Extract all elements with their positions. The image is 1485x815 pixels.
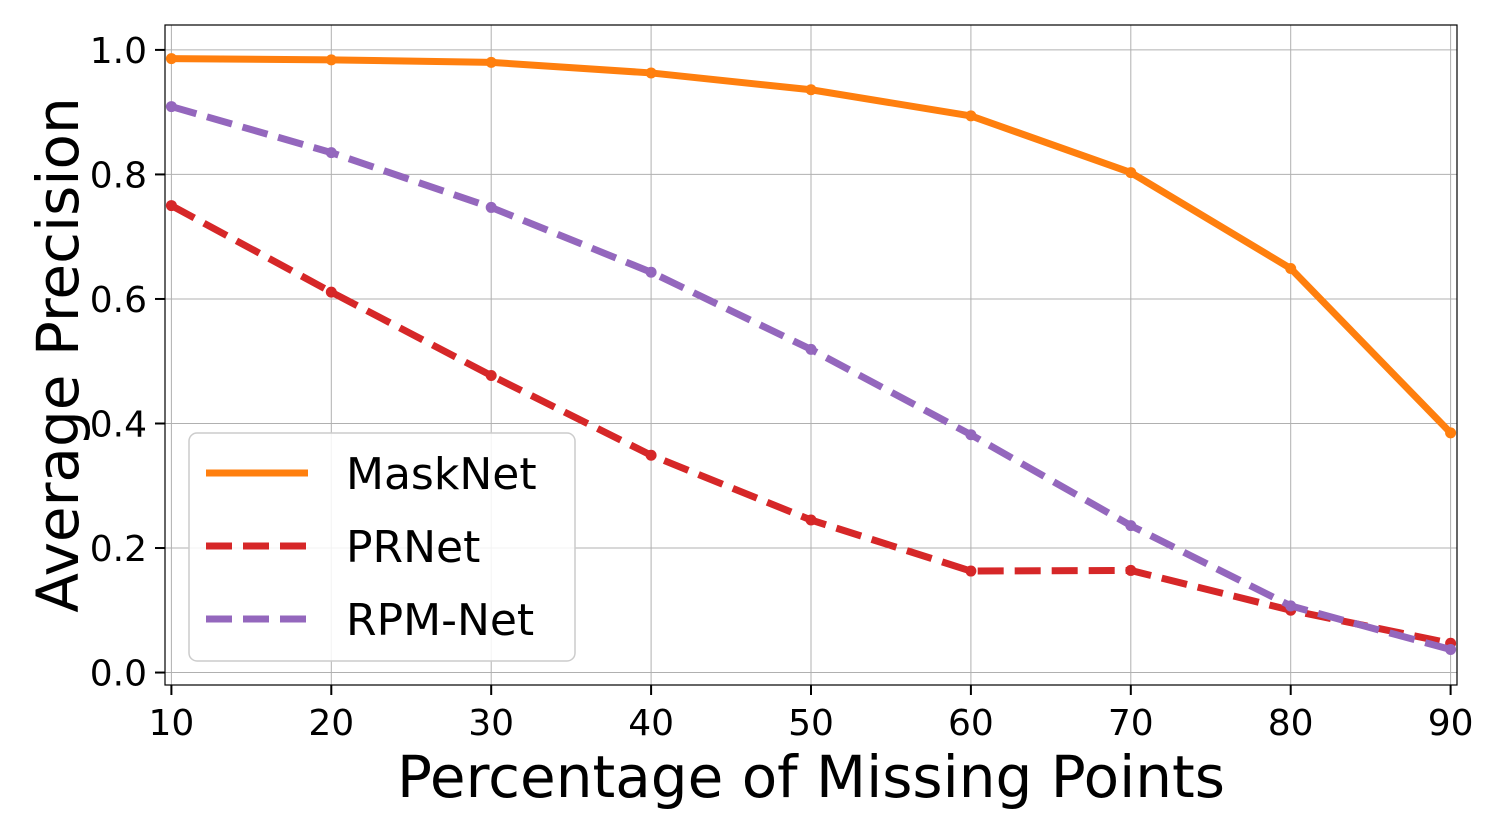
axis-ticks: 10 20 30 40 50 60 70 80 90 0.0 0.2 0.4 0.6 0.8 1.0 xyxy=(90,31,1474,744)
data-point-prnet xyxy=(165,200,177,212)
y-tick-label: 0.4 xyxy=(90,404,147,445)
data-point-rpm-net xyxy=(325,147,337,159)
data-point-rpm-net xyxy=(1285,600,1297,612)
data-point-masknet xyxy=(325,54,337,66)
legend-box xyxy=(188,432,576,662)
data-point-prnet xyxy=(485,370,497,382)
series-lines xyxy=(165,53,1457,656)
data-point-rpm-net xyxy=(165,101,177,113)
x-tick-label: 70 xyxy=(1108,703,1154,744)
legend-label-masknet: MaskNet xyxy=(346,449,537,500)
x-axis-title: Percentage of Missing Points xyxy=(397,743,1225,811)
y-tick-label: 1.0 xyxy=(90,31,147,72)
x-tick-label: 60 xyxy=(948,703,994,744)
data-point-rpm-net xyxy=(965,429,977,441)
data-point-masknet xyxy=(1125,167,1137,179)
data-point-prnet xyxy=(965,565,977,577)
x-tick-label: 30 xyxy=(468,703,514,744)
data-point-masknet xyxy=(645,67,657,79)
data-point-prnet xyxy=(805,514,817,526)
data-point-prnet xyxy=(1125,564,1137,576)
y-tick-label: 0.2 xyxy=(90,529,147,570)
data-point-masknet xyxy=(165,53,177,65)
legend-label-prnet: PRNet xyxy=(346,522,480,573)
y-axis-title: Average Precision xyxy=(24,97,92,612)
data-point-rpm-net xyxy=(1125,520,1137,532)
x-tick-label: 40 xyxy=(628,703,674,744)
y-tick-label: 0.0 xyxy=(90,654,147,695)
y-tick-label: 0.8 xyxy=(90,155,147,196)
data-point-rpm-net xyxy=(1445,644,1457,656)
data-point-prnet xyxy=(325,286,337,298)
x-tick-label: 20 xyxy=(308,703,354,744)
data-point-masknet xyxy=(965,110,977,122)
data-point-masknet xyxy=(1445,427,1457,439)
y-tick-label: 0.6 xyxy=(90,280,147,321)
grid xyxy=(165,25,1457,685)
data-point-masknet xyxy=(485,56,497,68)
data-point-masknet xyxy=(805,84,817,96)
x-tick-label: 80 xyxy=(1268,703,1314,744)
x-tick-label: 90 xyxy=(1428,703,1474,744)
data-point-rpm-net xyxy=(485,201,497,213)
data-point-rpm-net xyxy=(645,266,657,278)
x-tick-label: 10 xyxy=(148,703,194,744)
x-tick-label: 50 xyxy=(788,703,834,744)
legend-label-rpm-net: RPM-Net xyxy=(346,595,534,646)
legend: MaskNet PRNet RPM-Net xyxy=(188,432,576,662)
data-point-masknet xyxy=(1285,262,1297,274)
data-point-rpm-net xyxy=(805,343,817,355)
data-point-prnet xyxy=(645,449,657,461)
